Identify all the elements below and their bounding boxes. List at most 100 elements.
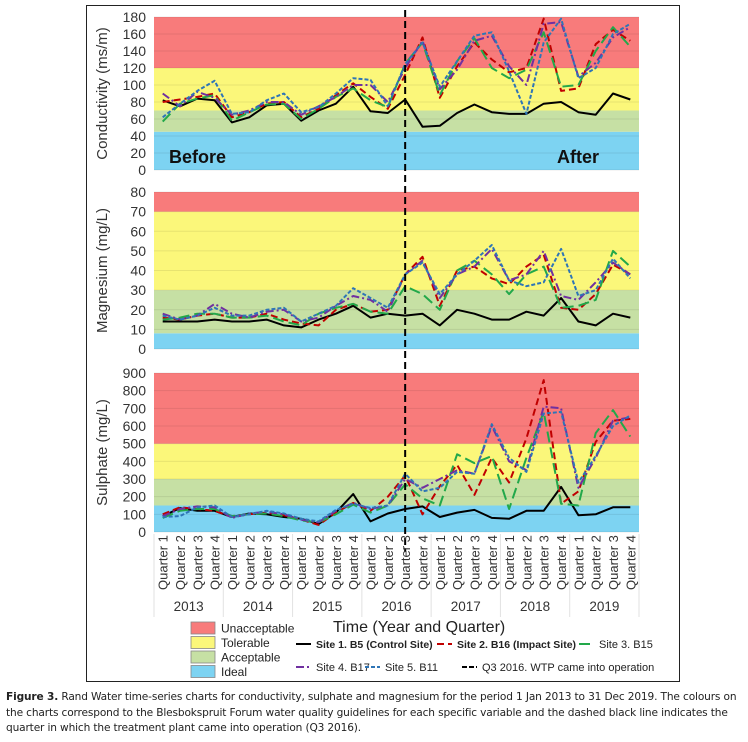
x-tick-label: Quarter 2	[450, 535, 465, 590]
legend-label-acceptable: Acceptable	[221, 651, 281, 665]
legend-label-tolerable: Tolerable	[221, 636, 270, 650]
x-tick-label: Quarter 1	[364, 535, 379, 590]
caption-text: Rand Water time-series charts for conduc…	[6, 691, 737, 734]
y-tick-label: 0	[138, 524, 146, 540]
legend-swatch-unacceptable	[190, 621, 216, 635]
y-tick-label: 40	[130, 128, 146, 144]
series-line-site-3	[162, 249, 631, 327]
x-tick-label: Quarter 4	[208, 535, 223, 590]
y-tick-label: 20	[130, 302, 146, 318]
year-label: 2015	[312, 599, 342, 614]
legend-label-series-4: Site 4. B17	[316, 662, 370, 674]
y-tick-label: 70	[130, 204, 146, 220]
y-tick-label: 0	[138, 341, 146, 357]
y-axis-title: Conductivity (ms/m)	[94, 27, 111, 160]
y-tick-label: 180	[123, 9, 147, 25]
x-tick-label: Quarter 3	[606, 535, 621, 590]
year-label: 2018	[520, 599, 550, 614]
y-tick-label: 40	[130, 263, 146, 279]
year-label: 2019	[589, 599, 619, 614]
y-tick-label: 30	[130, 282, 146, 298]
y-tick-label: 20	[130, 145, 146, 161]
year-label: 2017	[451, 599, 481, 614]
legend-swatch-acceptable	[190, 650, 216, 664]
y-tick-label: 10	[130, 321, 146, 337]
year-label: 2016	[381, 599, 411, 614]
y-tick-label: 140	[123, 43, 147, 59]
y-tick-label: 600	[123, 418, 147, 434]
x-tick-label: Quarter 3	[329, 535, 344, 590]
legend-label-unacceptable: Unacceptable	[221, 622, 295, 636]
x-tick-label: Quarter 2	[589, 535, 604, 590]
series-line-site-4	[162, 405, 631, 524]
y-tick-label: 80	[130, 94, 146, 110]
band-unacceptable	[154, 17, 639, 68]
series-line-site-2	[162, 17, 631, 119]
series-line-site-4	[162, 247, 631, 323]
legend-label-series-6: Q3 2016. WTP came into operation	[482, 662, 654, 674]
x-tick-label: Quarter 3	[260, 535, 275, 590]
x-tick-label: Quarter 4	[346, 535, 361, 590]
series-line-site-5	[162, 410, 631, 523]
band-ideal	[154, 333, 639, 349]
y-tick-label: 100	[123, 506, 147, 522]
x-tick-label: Quarter 4	[623, 535, 638, 590]
x-tick-label: Quarter 1	[156, 535, 171, 590]
x-tick-label: Quarter 4	[415, 535, 430, 590]
annotation-after: After	[557, 147, 599, 167]
figure-caption: Figure 3. Rand Water time-series charts …	[6, 690, 746, 737]
y-tick-label: 160	[123, 26, 147, 42]
x-axis: Quarter 1 Quarter 2 Quarter 3 Quarter 42013…	[153, 534, 640, 636]
legend-swatch-tolerable	[190, 636, 216, 649]
y-tick-label: 900	[123, 365, 147, 381]
legend-label-series-2: Site 2. B16 (Impact Site)	[457, 639, 576, 651]
band-tolerable	[154, 211, 639, 291]
x-tick-label: Quarter 1	[502, 535, 517, 590]
band-ideal	[154, 131, 639, 170]
y-tick-label: 50	[130, 243, 146, 259]
x-tick-label: Quarter 3	[537, 535, 552, 590]
x-tick-label: Quarter 2	[312, 535, 327, 590]
x-tick-label: Quarter 2	[381, 535, 396, 590]
y-tick-label: 60	[130, 223, 146, 239]
y-tick-label: 80	[130, 184, 146, 200]
x-tick-label: Quarter 4	[554, 535, 569, 590]
band-acceptable	[154, 110, 639, 132]
x-tick-label: Quarter 2	[173, 535, 188, 590]
x-tick-label: Quarter 3	[398, 535, 413, 590]
band-tolerable	[154, 443, 639, 479]
y-tick-label: 800	[123, 383, 147, 399]
series-line-site-2	[162, 253, 631, 327]
band-ideal	[154, 505, 639, 532]
y-tick-label: 120	[123, 60, 147, 76]
band-unacceptable	[154, 192, 639, 212]
y-tick-label: 400	[123, 453, 147, 469]
series-line-site-1	[162, 85, 631, 128]
annotation-before: Before	[169, 147, 226, 167]
y-tick-label: 100	[123, 77, 147, 93]
y-axis-title: Magnesium (mg/L)	[94, 208, 111, 333]
y-tick-label: 700	[123, 400, 147, 416]
x-tick-label: Quarter 4	[277, 535, 292, 590]
x-tick-label: Quarter 1	[433, 535, 448, 590]
year-label: 2013	[174, 599, 204, 614]
x-axis-title: Time (Year and Quarter)	[333, 619, 505, 636]
y-tick-label: 200	[123, 489, 147, 505]
legend-label-series-5: Site 5. B11	[385, 662, 438, 674]
x-tick-label: Quarter 1	[571, 535, 586, 590]
band-acceptable	[154, 479, 639, 506]
series-line-site-5	[162, 244, 632, 323]
x-tick-label: Quarter 2	[242, 535, 257, 590]
y-tick-label: 500	[123, 436, 147, 452]
y-tick-label: 60	[130, 111, 146, 127]
caption-label: Figure 3.	[6, 691, 59, 703]
x-tick-label: Quarter 1	[294, 535, 309, 590]
x-tick-label: Quarter 3	[190, 535, 205, 590]
legend-swatch-ideal	[190, 665, 216, 678]
y-axis-title: Sulphate (mg/L)	[94, 399, 111, 506]
year-label: 2014	[243, 599, 274, 614]
